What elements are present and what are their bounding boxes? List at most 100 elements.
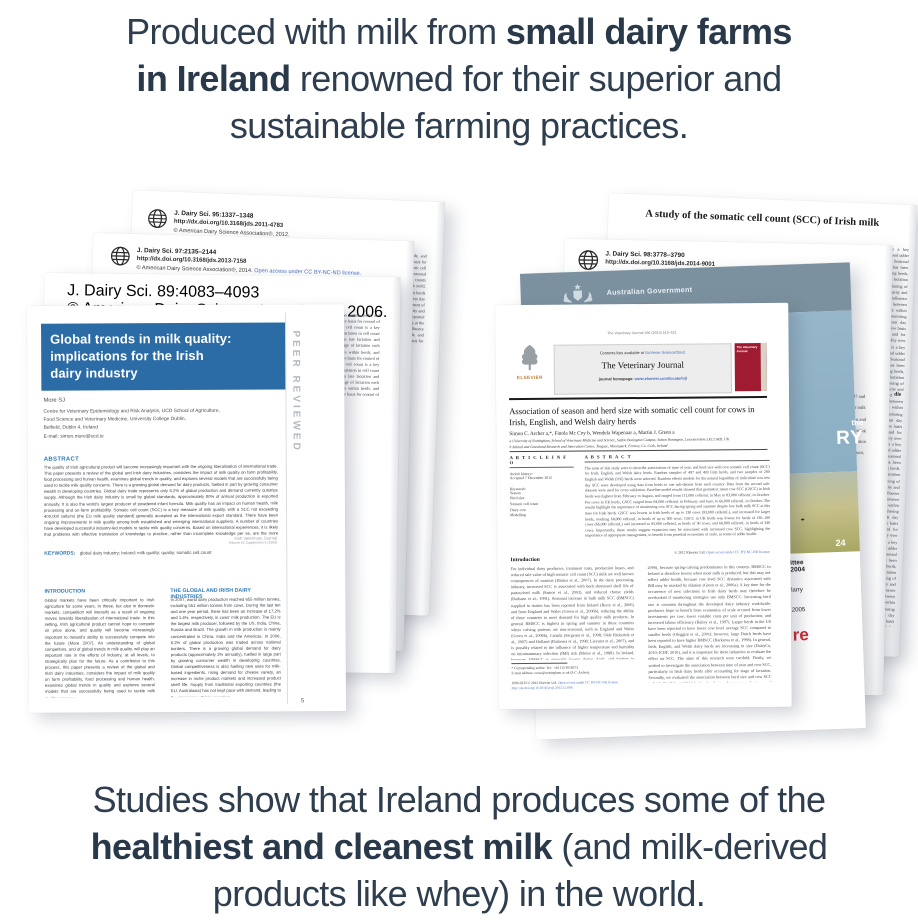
peer-reviewed-label: PEER REVIEWED [290, 330, 302, 453]
paper-email: E-mail: simon.more@ucd.ie [43, 434, 104, 440]
journal-note: Irish Veterinary Journal Volume 62 Suppl… [229, 536, 278, 545]
issn-text: 1090-0233 © 2012 Elsevier Ltd. [511, 680, 558, 686]
article-authors: Simon C. Archer a,*, Finola Mc Coy b, We… [509, 429, 675, 438]
headline-top-line3: sustainable farming practices. [0, 102, 918, 149]
headline-text: Studies show that Ireland produces some … [92, 779, 826, 820]
headline-text: sustainable farming practices. [229, 105, 689, 146]
adsa-globe-icon [148, 209, 167, 228]
headline-text: renowned for their superior and [290, 58, 782, 99]
homepage-line: journal homepage: www.elsevier.com/locat… [555, 375, 731, 382]
rule [509, 466, 574, 468]
introduction-col1: For individual dairy producers, treatmen… [510, 565, 635, 661]
headline-top-line2: in Ireland renowned for their superior a… [0, 55, 918, 102]
gov-band: Australian Government [519, 262, 852, 322]
issn-license-link: Open access under CC BY-NC-ND license. [557, 680, 619, 685]
cover-number: 24 [835, 537, 846, 549]
copyright-line: © 2012 Elsevier Ltd. Open access under C… [585, 549, 770, 555]
introduction-heading: Introduction [510, 556, 540, 564]
headline-text: products like whey) in the world. [212, 873, 706, 914]
license-link: Open access under CC BY-NC-ND license. [706, 549, 771, 555]
rule [584, 459, 770, 463]
section-heading-introduction: INTRODUCTION [44, 588, 86, 595]
adsa-globe-icon [110, 246, 130, 266]
doi-link: http://dx.doi.org/10.1016/j.tvjl.2012.12… [511, 685, 573, 691]
headline-text: (and milk-derived [552, 826, 828, 867]
text-fragment: 2005 [791, 607, 806, 614]
headline-top-line1: Produced with milk from small dairy farm… [0, 8, 918, 55]
footnote-rule [511, 662, 568, 664]
sciverse-link: SciVerse ScienceDirect [645, 349, 686, 355]
abstract-column: A B S T R A C T The aims of this study w… [585, 453, 771, 555]
paper-jds-2015: J. Dairy Sci. 98:3778–3790 http://dx.doi… [555, 238, 893, 696]
cover-bottom-fragments: ittee 2004 larry 2005 re [790, 559, 809, 646]
contents-line: Contents lists available at SciVerse Sci… [555, 349, 731, 356]
homepage-link: www.elsevier.com/locate/tvjl [634, 375, 688, 382]
paper-jds-2012: J. Dairy Sci. 95:1337–1348 http://dx.doi… [117, 190, 445, 616]
homepage-text: journal homepage: [598, 376, 635, 382]
contents-text: Contents lists available at [599, 349, 646, 356]
paper-author: More SJ [43, 397, 66, 404]
abstract-text: The aims of this study were to describe … [584, 464, 771, 538]
australian-coat-of-arms-icon [563, 283, 593, 303]
elsevier-logo: ELSEVIER [509, 343, 551, 393]
text-fragment: larry [791, 587, 803, 594]
journal-header-box: Contents lists available at SciVerse Sci… [553, 343, 733, 395]
abstract-heading: ABSTRACT [43, 456, 80, 463]
paper-jds-2014: J. Dairy Sci. 97:2135–2144 http://dx.doi… [82, 232, 415, 652]
headline-bold-text: in Ireland [136, 58, 291, 99]
headline-bottom-line2: healthiest and cleanest milk (and milk-d… [0, 823, 918, 870]
paper-title: Global trends in milk quality: implicati… [50, 330, 232, 382]
footnote: * Corresponding author. Tel.: +44 115 95… [511, 665, 590, 676]
running-head: The Veterinary Journal 196 (2013) 515–52… [607, 330, 677, 336]
keywords-heading: KEYWORDS: [44, 550, 76, 557]
headline-text: Produced with milk from [126, 11, 506, 52]
text-fragment: die [892, 390, 904, 399]
journal-name: The Veterinary Journal [601, 359, 684, 371]
headline-bold-text: healthiest and cleanest milk [90, 826, 553, 867]
headline-bottom-line1: Studies show that Ireland produces some … [0, 776, 918, 823]
accepted-date: Accepted 7 December 2012 [509, 475, 553, 480]
paper-affiliation: Centre for Veterinary Epidemiology and R… [43, 408, 220, 431]
introduction-col2: 2006), because spring-calving predominat… [647, 563, 772, 683]
gov-band-label: Australian Government [606, 284, 693, 297]
elsevier-tree-icon [521, 344, 538, 371]
margin-rule [284, 312, 289, 704]
issn-block: 1090-0233 © 2012 Elsevier Ltd. Open acce… [512, 680, 619, 691]
copyright-text: © 2012 Elsevier Ltd. [674, 550, 707, 555]
journal-note-volume: Volume 62 Supplement 4 (2009) [228, 540, 278, 545]
article-info-column: A R T I C L E I N F O Article history: A… [510, 455, 575, 520]
jds-2015-citation: J. Dairy Sci. 98:3778–3790 http://dx.doi… [577, 249, 715, 274]
industries-text: In 2007, world dairy production reached … [170, 596, 281, 698]
cover-big-title-fragment: the RY [836, 418, 865, 450]
elsevier-wordmark: ELSEVIER [516, 374, 543, 381]
headline-bold-text: small dairy farms [505, 11, 793, 52]
headline-bottom-line3: products like whey) in the world. [0, 870, 918, 917]
header-rule [509, 395, 768, 401]
cover-title-frag-2: RY [835, 427, 865, 449]
cover-thumb-title: The Veterinary Journal [736, 345, 758, 354]
footnote-line2: E-mail address: svxsa@nottingham.ac.uk (… [511, 670, 591, 676]
keywords-text: global dairy industry; Ireland; milk qua… [79, 549, 212, 556]
paper-global-trends: PEER REVIEWED Global trends in milk qual… [26, 304, 347, 713]
text-fragment: 2004 [790, 566, 806, 574]
article-title: Association of season and herd size with… [509, 404, 755, 428]
paper-veterinary-journal: The Veterinary Journal 196 (2013) 515–52… [495, 302, 792, 710]
keywords-list: Season Herd size Somatic cell count Dair… [509, 490, 539, 518]
article-info-heading: A R T I C L E I N F O [509, 454, 567, 466]
page-number: 5 [300, 698, 305, 705]
headline-top: Produced with milk from small dairy farm… [0, 8, 918, 149]
jds-2014-citation: J. Dairy Sci. 97:2135–2144 http://dx.doi… [109, 245, 361, 278]
red-logo-fragment: re [792, 625, 810, 645]
abstract-heading: A B S T R A C T [584, 454, 632, 460]
headline-bottom: Studies show that Ireland produces some … [0, 776, 918, 917]
journal-cover-thumbnail: The Veterinary Journal [734, 342, 768, 392]
copyright-text: © American Dairy Science Association®, 2… [136, 264, 255, 275]
adsa-globe-icon [578, 250, 599, 270]
report-cover-australian: Australian Government the RY 24 ittee 20… [519, 262, 867, 740]
jds-2012-citation: J. Dairy Sci. 95:1337–1348 http://dx.doi… [146, 208, 290, 240]
introduction-text: Global markets have been critically impo… [44, 597, 155, 698]
abstract-text: The quality of Irish agricultural produc… [43, 463, 279, 539]
scc-study-title: A study of the somatic cell count (SCC) … [645, 208, 880, 229]
paper-title-box: Global trends in milk quality: implicati… [41, 322, 286, 391]
